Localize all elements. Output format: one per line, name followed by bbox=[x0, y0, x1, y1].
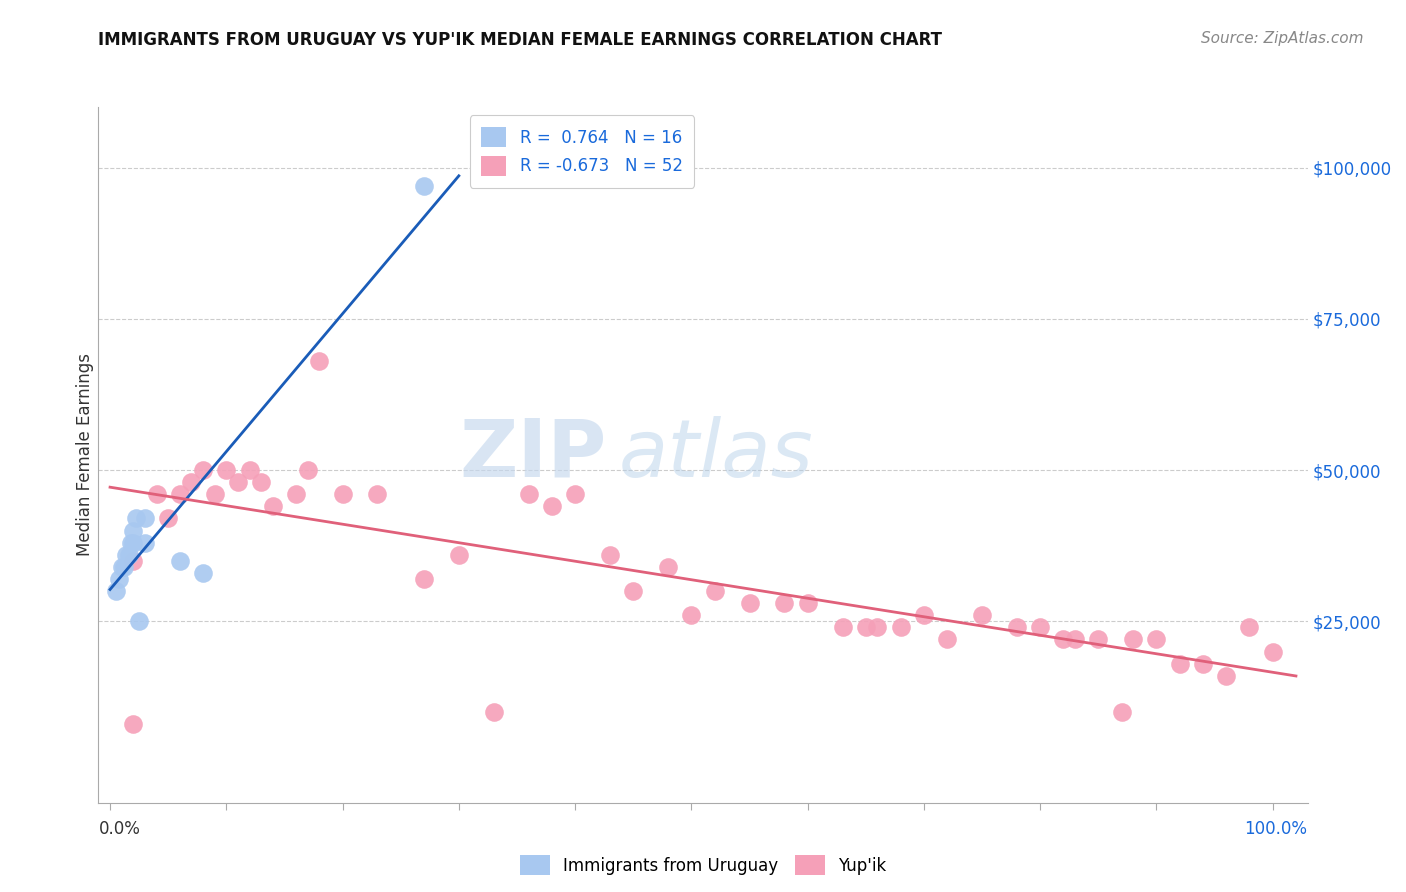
Point bbox=[681, 608, 703, 623]
Point bbox=[108, 572, 131, 586]
Point bbox=[250, 475, 273, 490]
Point bbox=[191, 566, 214, 580]
Point bbox=[1052, 632, 1074, 647]
Point bbox=[332, 487, 354, 501]
Point bbox=[308, 354, 330, 368]
Point bbox=[855, 620, 877, 634]
Point bbox=[180, 475, 202, 490]
Y-axis label: Median Female Earnings: Median Female Earnings bbox=[76, 353, 94, 557]
Point bbox=[866, 620, 889, 634]
Text: 0.0%: 0.0% bbox=[98, 820, 141, 838]
Point bbox=[1215, 669, 1237, 683]
Point bbox=[1087, 632, 1109, 647]
Point bbox=[657, 559, 679, 574]
Point bbox=[297, 463, 319, 477]
Point bbox=[145, 487, 167, 501]
Point bbox=[1168, 657, 1191, 671]
Point bbox=[936, 632, 959, 647]
Point bbox=[124, 511, 146, 525]
Point bbox=[621, 584, 644, 599]
Point bbox=[482, 705, 505, 719]
Point bbox=[413, 178, 436, 193]
Point bbox=[122, 535, 145, 549]
Point bbox=[262, 500, 284, 514]
Point bbox=[115, 548, 138, 562]
Point bbox=[118, 548, 141, 562]
Point bbox=[517, 487, 540, 501]
Point bbox=[1261, 644, 1284, 658]
Point bbox=[1005, 620, 1028, 634]
Point bbox=[912, 608, 935, 623]
Point bbox=[540, 500, 562, 514]
Point bbox=[738, 596, 761, 610]
Point bbox=[226, 475, 249, 490]
Point bbox=[1029, 620, 1052, 634]
Point bbox=[120, 535, 142, 549]
Legend: Immigrants from Uruguay, Yup'ik: Immigrants from Uruguay, Yup'ik bbox=[520, 855, 886, 875]
Point bbox=[831, 620, 853, 634]
Text: 100.0%: 100.0% bbox=[1244, 820, 1308, 838]
Point bbox=[134, 535, 156, 549]
Point bbox=[1111, 705, 1133, 719]
Point bbox=[122, 554, 145, 568]
Text: ZIP: ZIP bbox=[458, 416, 606, 494]
Point bbox=[1239, 620, 1261, 634]
Point bbox=[111, 559, 134, 574]
Point bbox=[239, 463, 262, 477]
Point bbox=[157, 511, 180, 525]
Point bbox=[564, 487, 586, 501]
Text: Source: ZipAtlas.com: Source: ZipAtlas.com bbox=[1201, 31, 1364, 46]
Point bbox=[366, 487, 388, 501]
Point bbox=[122, 524, 145, 538]
Point bbox=[104, 584, 127, 599]
Point bbox=[703, 584, 725, 599]
Point bbox=[204, 487, 226, 501]
Point bbox=[447, 548, 470, 562]
Text: IMMIGRANTS FROM URUGUAY VS YUP'IK MEDIAN FEMALE EARNINGS CORRELATION CHART: IMMIGRANTS FROM URUGUAY VS YUP'IK MEDIAN… bbox=[98, 31, 942, 49]
Point bbox=[169, 487, 191, 501]
Text: atlas: atlas bbox=[619, 416, 813, 494]
Point bbox=[134, 511, 156, 525]
Point bbox=[1064, 632, 1087, 647]
Point bbox=[169, 554, 191, 568]
Point bbox=[890, 620, 912, 634]
Legend: R =  0.764   N = 16, R = -0.673   N = 52: R = 0.764 N = 16, R = -0.673 N = 52 bbox=[470, 115, 695, 187]
Point bbox=[112, 559, 135, 574]
Point bbox=[215, 463, 238, 477]
Point bbox=[970, 608, 993, 623]
Point bbox=[1192, 657, 1215, 671]
Point bbox=[413, 572, 436, 586]
Point bbox=[128, 615, 150, 629]
Point bbox=[773, 596, 796, 610]
Point bbox=[796, 596, 818, 610]
Point bbox=[1144, 632, 1167, 647]
Point bbox=[599, 548, 621, 562]
Point bbox=[285, 487, 308, 501]
Point bbox=[1122, 632, 1144, 647]
Point bbox=[122, 717, 145, 731]
Point bbox=[191, 463, 214, 477]
